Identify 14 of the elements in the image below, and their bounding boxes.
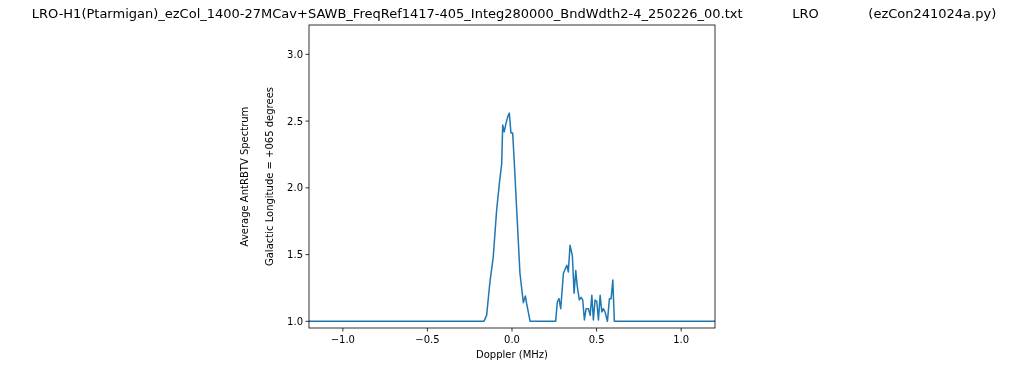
x-tick-label: −0.5 (415, 334, 440, 345)
text: Average AntRBTV Spectrum Galactic Longitude = +065 degrees (239, 86, 275, 267)
x-tick-label: 0.0 (504, 334, 520, 345)
x-axis-title: Doppler (MHz) (476, 349, 549, 360)
y-tick-label: 1.5 (287, 249, 303, 261)
line-series (309, 112, 715, 323)
x-tick-label: −1.0 (330, 334, 355, 345)
x-tick-label: 0.5 (588, 334, 605, 345)
y-tick-label: 2.0 (287, 182, 303, 194)
x-tick-label: 1.0 (673, 334, 690, 345)
chart-title: LRO-H1(Ptarmigan)_ezCol_1400-27MCav+SAWB_FreqRef1417-405_Integ280000_BndWdth2-4_250226_00.txt LRO (ezCon241024a.py) (31, 6, 997, 21)
y-tick-label: 3.0 (287, 48, 303, 60)
y-tick-label: 1.0 (287, 315, 303, 327)
y-tick-label: 2.5 (287, 115, 303, 127)
